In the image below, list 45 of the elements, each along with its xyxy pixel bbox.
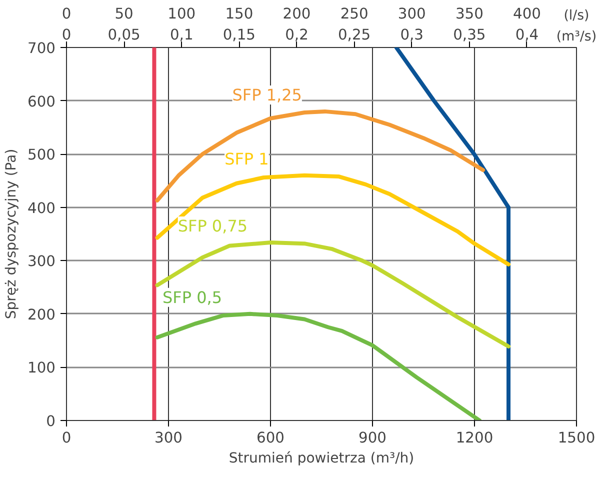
y-tick-label: 100 (28, 360, 56, 377)
series-label: SFP 1,25 (232, 85, 302, 104)
text: 0,35 (453, 26, 486, 44)
x-tick-label: 1200 (456, 430, 494, 446)
line-series (394, 48, 510, 420)
y-tick-label: 700 (28, 40, 56, 57)
x2-tick-label: 250 (340, 6, 368, 22)
text: 0,3 (400, 26, 424, 44)
x2-tick-label: 100 (168, 6, 196, 22)
line-series (155, 240, 510, 348)
x-tick-label: 1500 (558, 430, 596, 446)
series-label: SFP 1 (224, 149, 269, 168)
y-tick-label: 600 (28, 93, 56, 110)
y-tick-label: 300 (28, 253, 56, 270)
x-tick-label: 900 (358, 430, 386, 446)
series-label: SFP 0,75 (178, 216, 248, 236)
x-axis-title: Strumień powietrza (m³/h) (228, 450, 414, 466)
text: 0,1 (170, 26, 194, 44)
x2-tick-label: 300 (398, 6, 426, 22)
y-tick-label: 400 (28, 200, 56, 217)
text: 0,4 (515, 26, 539, 44)
series-label: SFP 0,5 (162, 288, 222, 307)
y-tick-label: 200 (28, 306, 56, 324)
text: 0,25 (338, 26, 371, 44)
text: 0,05 (108, 26, 140, 44)
y-tick-label: 0 (46, 413, 56, 430)
x2-tick-label: 400 (513, 6, 541, 22)
text: 0,2 (285, 26, 308, 44)
x2-tick-label: 50 (114, 6, 134, 22)
x2-tick-label: 350 (455, 6, 484, 22)
x2-tick-label: 200 (282, 6, 311, 22)
x-tick-label: 0 (62, 430, 72, 446)
y-axis-title: Spręż dyspozycyjny (Pa) (4, 148, 20, 320)
text: 0 (62, 26, 72, 44)
x-tick-label: 300 (154, 430, 182, 446)
x2-tick-label: 150 (225, 6, 254, 22)
line-series (155, 173, 510, 266)
x2-axis-title: (l/s) (564, 8, 590, 24)
x-tick-label: 600 (256, 430, 284, 446)
text: 0,15 (222, 26, 256, 44)
line-series (155, 312, 482, 420)
x2-tick-label: 0 (62, 6, 72, 22)
line-series (155, 109, 485, 202)
text: (m³/s) (556, 30, 597, 44)
y-tick-label: 500 (28, 146, 56, 164)
